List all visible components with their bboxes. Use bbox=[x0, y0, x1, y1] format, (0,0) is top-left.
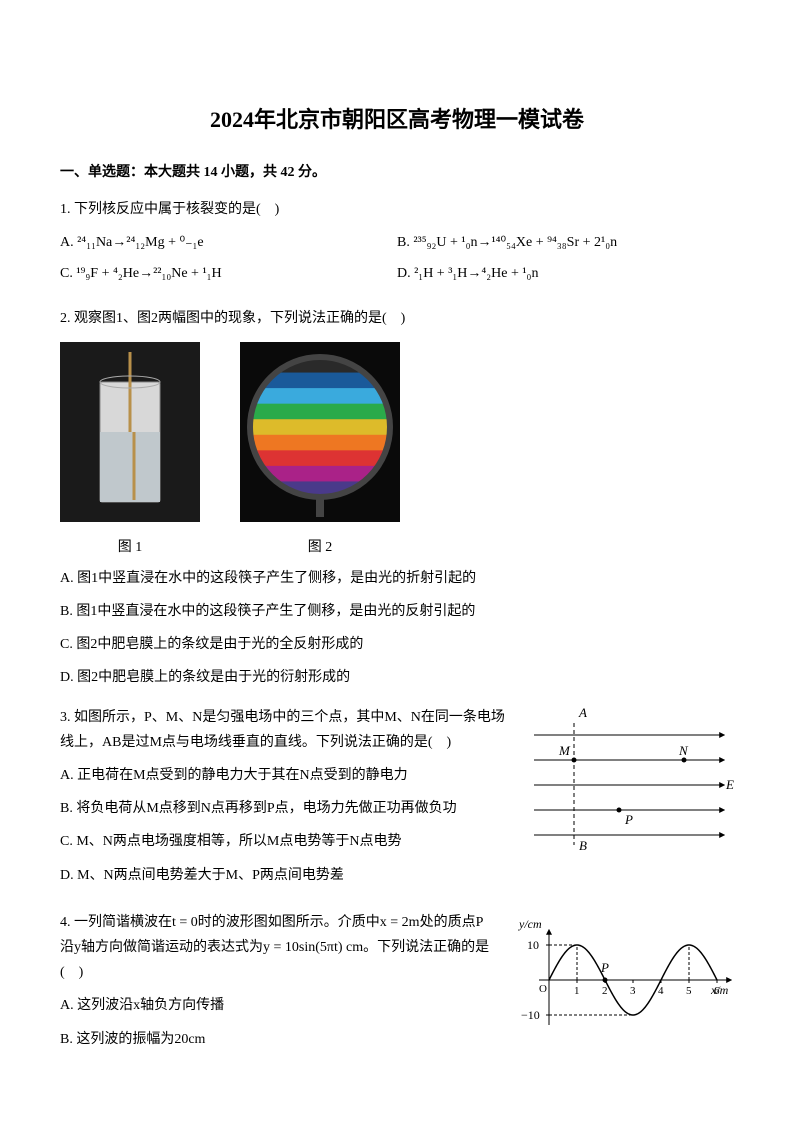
q2-text: 2. 观察图1、图2两幅图中的现象，下列说法正确的是( ) bbox=[60, 306, 734, 331]
q3-opt-b: B. 将负电荷从M点移到N点再移到P点，电场力先做正功再做负功 bbox=[60, 796, 514, 821]
svg-text:E: E bbox=[725, 777, 734, 792]
question-1: 1. 下列核反应中属于核裂变的是( ) A. ²⁴₁₁Na→²⁴₁₂Mg + ⁰… bbox=[60, 197, 734, 293]
q4-options: A. 这列波沿x轴负方向传播 B. 这列波的振幅为20cm bbox=[60, 993, 494, 1051]
q4-text: 4. 一列简谐横波在t = 0时的波形图如图所示。介质中x = 2m处的质点P沿… bbox=[60, 910, 494, 986]
svg-text:A: A bbox=[578, 705, 587, 720]
q2-image1 bbox=[60, 342, 200, 522]
q4-opt-b: B. 这列波的振幅为20cm bbox=[60, 1027, 494, 1052]
svg-text:3: 3 bbox=[630, 985, 636, 997]
svg-text:−10: −10 bbox=[521, 1008, 540, 1022]
svg-text:B: B bbox=[579, 838, 587, 853]
q1-opt-c: C. ¹⁹₉F + ⁴₂He→²²₁₀Ne + ¹₁H bbox=[60, 261, 397, 286]
q2-images: 图 1 图 2 bbox=[60, 342, 734, 560]
svg-text:x/m: x/m bbox=[710, 983, 729, 997]
q1-text: 1. 下列核反应中属于核裂变的是( ) bbox=[60, 197, 734, 222]
q3-text: 3. 如图所示，P、M、N是匀强电场中的三个点，其中M、N在同一条电场线上，AB… bbox=[60, 705, 514, 755]
q3-opt-a: A. 正电荷在M点受到的静电力大于其在N点受到的静电力 bbox=[60, 763, 514, 788]
q1-opt-d: D. ²₁H + ³₁H→⁴₂He + ¹₀n bbox=[397, 261, 734, 286]
svg-text:y/cm: y/cm bbox=[518, 917, 542, 931]
svg-text:N: N bbox=[678, 743, 689, 758]
section-header: 一、单选题：本大题共 14 小题，共 42 分。 bbox=[60, 160, 734, 185]
q2-image1-wrap: 图 1 bbox=[60, 342, 200, 560]
q2-opt-c: C. 图2中肥皂膜上的条纹是由于光的全反射形成的 bbox=[60, 632, 734, 657]
svg-text:O: O bbox=[539, 983, 547, 995]
svg-text:P: P bbox=[624, 812, 633, 827]
q2-image2-label: 图 2 bbox=[240, 535, 400, 560]
q2-image2-wrap: 图 2 bbox=[240, 342, 400, 560]
q2-image1-label: 图 1 bbox=[60, 535, 200, 560]
q3-opt-c: C. M、N两点电场强度相等，所以M点电势等于N点电势 bbox=[60, 829, 514, 854]
q2-opt-b: B. 图1中竖直浸在水中的这段筷子产生了侧移，是由光的反射引起的 bbox=[60, 599, 734, 624]
question-3: 3. 如图所示，P、M、N是匀强电场中的三个点，其中M、N在同一条电场线上，AB… bbox=[60, 705, 734, 896]
q2-image2 bbox=[240, 342, 400, 522]
svg-text:1: 1 bbox=[574, 985, 580, 997]
question-4: 4. 一列简谐横波在t = 0时的波形图如图所示。介质中x = 2m处的质点P沿… bbox=[60, 910, 734, 1060]
q3-diagram: A B M N P E bbox=[534, 705, 734, 855]
q1-opt-b: B. ²³⁵₉₂U + ¹₀n→¹⁴⁰₅₄Xe + ⁹⁴₃₈Sr + 2¹₀n bbox=[397, 230, 734, 255]
q2-opt-a: A. 图1中竖直浸在水中的这段筷子产生了侧移，是由光的折射引起的 bbox=[60, 566, 734, 591]
svg-text:2: 2 bbox=[602, 985, 608, 997]
q1-options: A. ²⁴₁₁Na→²⁴₁₂Mg + ⁰₋₁e B. ²³⁵₉₂U + ¹₀n→… bbox=[60, 230, 734, 292]
svg-text:P: P bbox=[600, 960, 609, 975]
question-2: 2. 观察图1、图2两幅图中的现象，下列说法正确的是( ) 图 1 图 2 A.… bbox=[60, 306, 734, 690]
q3-opt-d: D. M、N两点间电势差大于M、P两点间电势差 bbox=[60, 863, 514, 888]
q4-chart: 10−10123456Py/cmx/mO bbox=[514, 910, 734, 1050]
q4-opt-a: A. 这列波沿x轴负方向传播 bbox=[60, 993, 494, 1018]
q2-opt-d: D. 图2中肥皂膜上的条纹是由于光的衍射形成的 bbox=[60, 665, 734, 690]
svg-text:M: M bbox=[558, 743, 571, 758]
svg-text:10: 10 bbox=[527, 938, 539, 952]
q2-options: A. 图1中竖直浸在水中的这段筷子产生了侧移，是由光的折射引起的 B. 图1中竖… bbox=[60, 566, 734, 691]
q3-options: A. 正电荷在M点受到的静电力大于其在N点受到的静电力 B. 将负电荷从M点移到… bbox=[60, 763, 514, 888]
svg-text:4: 4 bbox=[658, 985, 664, 997]
q1-opt-a: A. ²⁴₁₁Na→²⁴₁₂Mg + ⁰₋₁e bbox=[60, 230, 397, 255]
page-title: 2024年北京市朝阳区高考物理一模试卷 bbox=[60, 100, 734, 140]
svg-text:5: 5 bbox=[686, 985, 692, 997]
